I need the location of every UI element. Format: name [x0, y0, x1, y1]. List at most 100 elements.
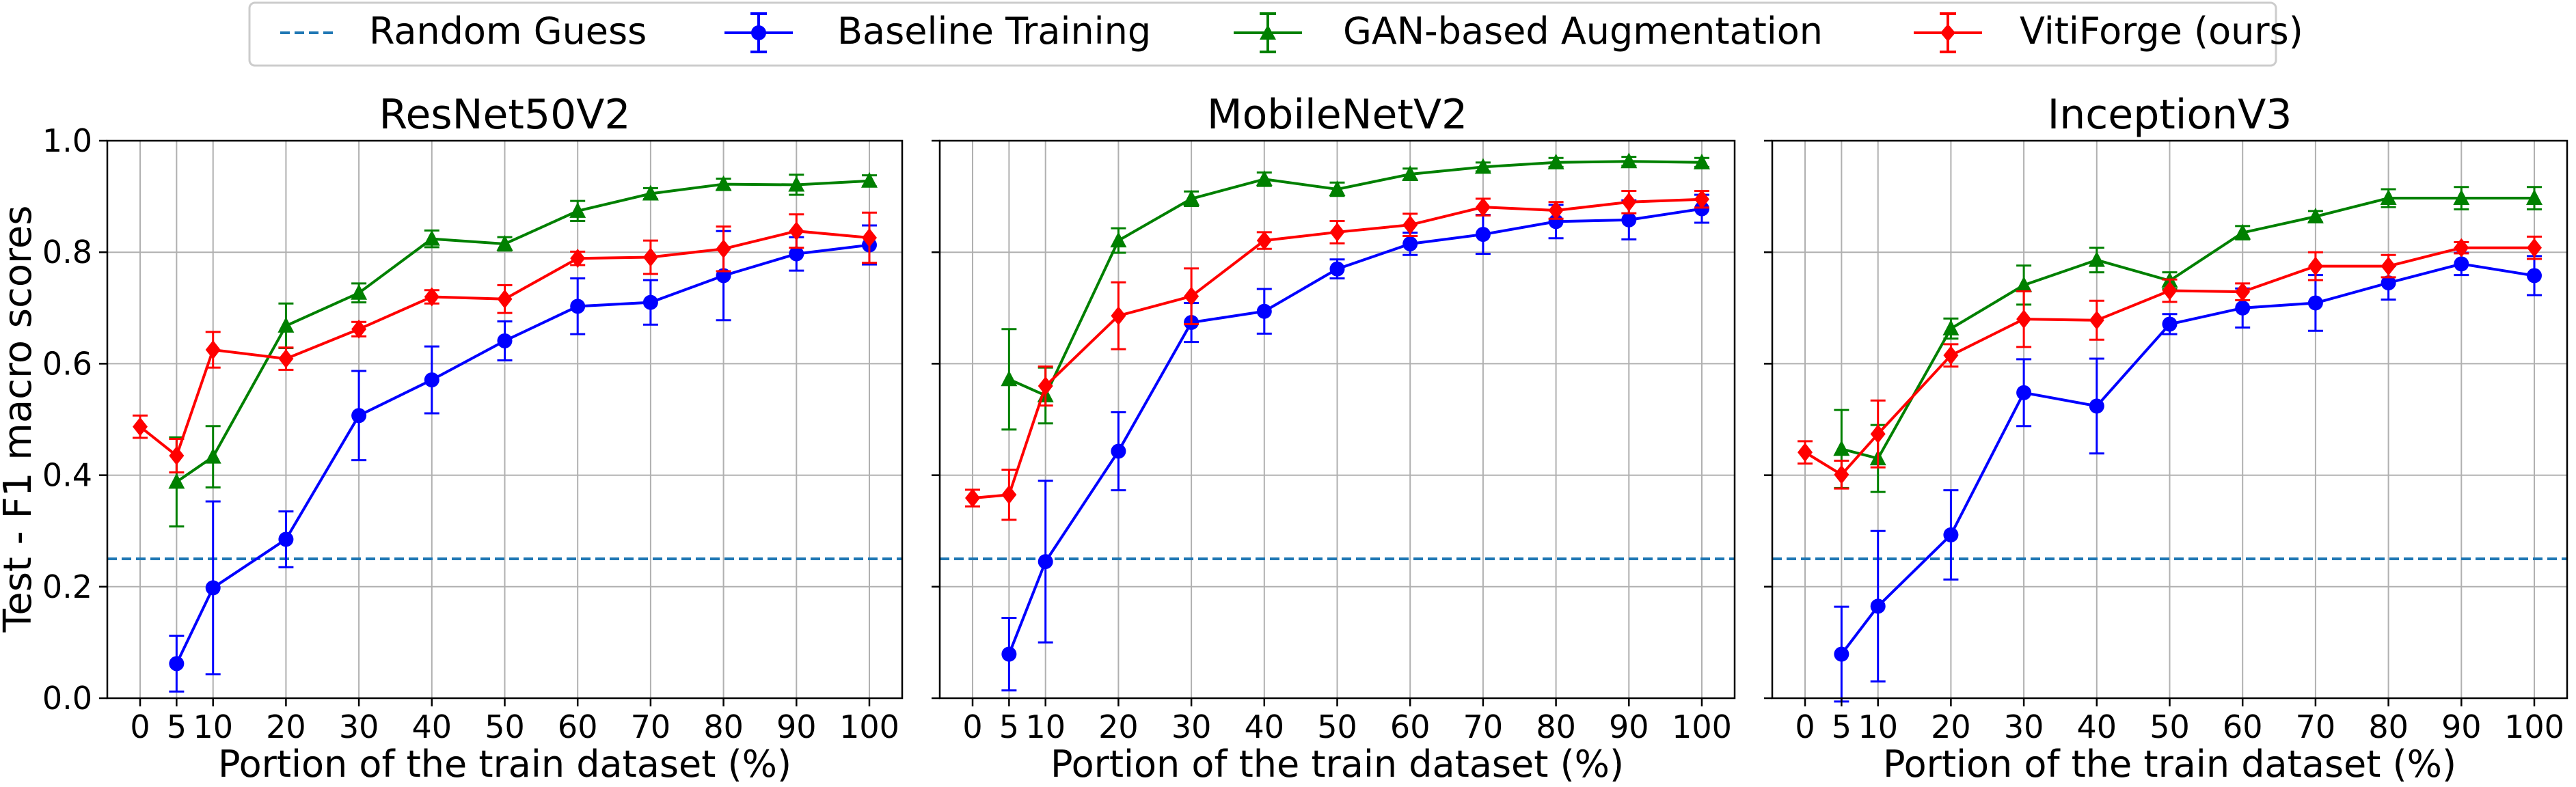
data-point-triangle: [2088, 251, 2105, 267]
data-point-circle: [2235, 300, 2251, 316]
data-point-triangle: [2307, 207, 2324, 223]
data-point-triangle: [788, 176, 805, 192]
data-point-diamond: [1621, 192, 1637, 212]
y-tick-label: 0.4: [42, 457, 92, 494]
x-tick-label: 60: [558, 708, 598, 745]
series-baseline-training: [1834, 251, 2542, 703]
data-point-diamond: [1111, 306, 1126, 326]
data-point-diamond: [1834, 465, 1849, 484]
x-tick-label: 20: [266, 708, 306, 745]
data-point-diamond: [497, 289, 513, 309]
data-point-triangle: [1474, 158, 1491, 174]
data-point-diamond: [278, 349, 294, 369]
legend-marker-circle: [751, 25, 766, 40]
y-tick-label: 0.2: [42, 568, 92, 605]
data-point-diamond: [2089, 310, 2104, 330]
data-point-triangle: [1183, 189, 1200, 206]
x-tick-label: 80: [1536, 708, 1576, 745]
data-point-diamond: [965, 488, 981, 508]
data-point-circle: [351, 408, 367, 424]
x-tick-label: 100: [2504, 708, 2564, 745]
data-point-triangle: [1110, 232, 1127, 248]
data-point-diamond: [133, 417, 148, 437]
data-point-circle: [1621, 212, 1637, 227]
x-tick-label: 0: [1795, 708, 1815, 745]
data-point-triangle: [1402, 165, 1419, 181]
y-tick-label: 0.0: [42, 680, 92, 717]
data-point-diamond: [1943, 346, 1959, 365]
y-tick-label: 0.6: [42, 345, 92, 382]
series-gan-based-augmentation: [168, 171, 878, 528]
x-tick-label: 90: [1609, 708, 1649, 745]
data-point-triangle: [1001, 370, 1018, 387]
data-point-triangle: [642, 184, 659, 201]
data-point-diamond: [1870, 424, 1886, 444]
x-tick-label: 50: [2150, 708, 2190, 745]
x-tick-label: 20: [1098, 708, 1139, 745]
x-tick-label: 80: [2368, 708, 2409, 745]
legend-label: GAN-based Augmentation: [1343, 10, 1823, 53]
data-point-circle: [789, 246, 804, 262]
series-gan-based-augmentation: [1001, 152, 1710, 431]
data-point-diamond: [570, 249, 586, 268]
panel-title: ResNet50V2: [379, 91, 630, 139]
data-point-diamond: [2454, 238, 2469, 258]
legend-marker-diamond: [1940, 24, 1955, 42]
data-point-diamond: [861, 227, 877, 247]
x-tick-label: 70: [631, 708, 671, 745]
series-line: [1008, 160, 1703, 398]
data-point-triangle: [1621, 152, 1638, 169]
data-point-circle: [2016, 385, 2032, 400]
data-point-diamond: [1329, 222, 1345, 242]
x-tick-label: 5: [1832, 708, 1852, 745]
data-point-triangle: [1256, 170, 1273, 187]
legend-item-random-guess: Random Guess: [280, 10, 647, 53]
legend-item-gan-augmentation: GAN-based Augmentation: [1234, 10, 1823, 53]
series-line: [1840, 262, 2535, 655]
series-baseline-training: [169, 224, 877, 693]
data-point-triangle: [715, 175, 732, 191]
data-point-diamond: [2381, 256, 2396, 276]
data-point-circle: [1038, 554, 1053, 570]
x-tick-label: 10: [1858, 708, 1898, 745]
series-gan-based-augmentation: [1833, 186, 2543, 493]
data-point-diamond: [2235, 282, 2251, 302]
panel-resnet50v2: 0 5 10 20 30 40 50 60 70 80 90 100 0.0 0.2 0.4 0.6 0.8 1.…: [42, 91, 904, 786]
data-point-triangle: [569, 202, 586, 218]
data-point-diamond: [1184, 286, 1199, 306]
data-point-diamond: [351, 319, 367, 339]
series-line: [175, 243, 870, 665]
data-point-triangle: [496, 234, 513, 251]
x-tick-label: 20: [1931, 708, 1971, 745]
data-point-diamond: [1402, 215, 1418, 235]
legend-label: Baseline Training: [837, 10, 1151, 53]
x-tick-label: 5: [999, 708, 1019, 745]
data-point-circle: [169, 656, 185, 672]
data-point-diamond: [1475, 197, 1491, 217]
y-tick-label: 0.8: [42, 234, 92, 271]
data-point-circle: [642, 294, 658, 310]
data-point-circle: [1402, 236, 1418, 251]
legend-item-vitiforge: VitiForge (ours): [1914, 10, 2303, 53]
data-point-triangle: [2016, 276, 2033, 292]
data-point-circle: [2162, 316, 2178, 332]
data-point-circle: [424, 372, 439, 388]
panel-title: InceptionV3: [2048, 91, 2292, 139]
data-point-diamond: [1694, 189, 1709, 209]
x-tick-label: 50: [1317, 708, 1357, 745]
series-baseline-training: [1001, 193, 1709, 692]
legend-marker-triangle: [1260, 25, 1276, 40]
data-point-triangle: [2234, 223, 2251, 240]
x-tick-label: 30: [339, 708, 379, 745]
legend: Random Guess Baseline Training GAN-based…: [248, 1, 2303, 67]
panel-mobilenetv2: 0 5 10 20 30 40 50 60 70 80 90 100 MobileNetV2 Portio…: [932, 91, 1736, 786]
data-point-circle: [2381, 275, 2396, 291]
x-tick-label: 70: [1463, 708, 1504, 745]
y-axis-label: Test - F1 macro scores: [0, 206, 40, 633]
x-tick-label: 50: [485, 708, 525, 745]
data-point-triangle: [351, 284, 368, 300]
data-point-triangle: [423, 230, 440, 246]
data-point-triangle: [2380, 189, 2397, 206]
panel-inceptionv3: 0 5 10 20 30 40 50 60 70 80 90 100 InceptionV3 Portio…: [1764, 91, 2568, 786]
data-point-circle: [1475, 227, 1491, 243]
